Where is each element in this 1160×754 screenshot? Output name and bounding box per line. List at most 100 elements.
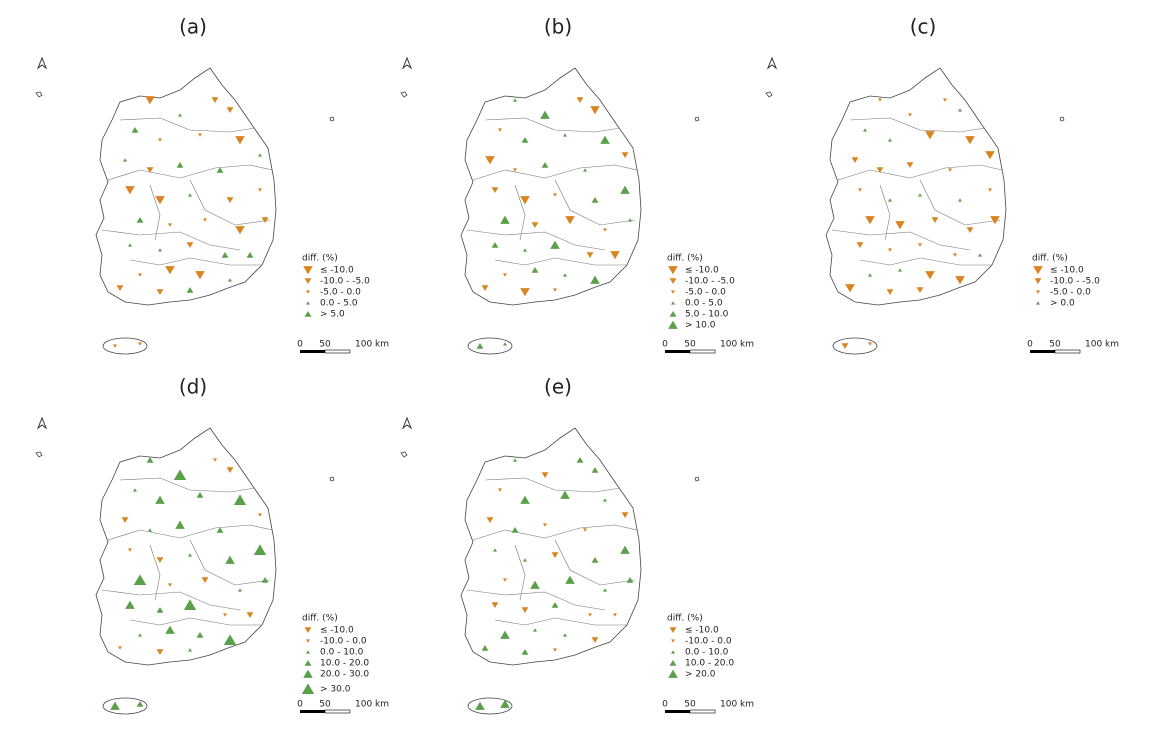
scale-label: 100 km — [720, 340, 754, 350]
scale-bar — [300, 350, 325, 353]
station-marker — [226, 197, 234, 204]
map-outline — [765, 57, 1065, 355]
station-marker — [235, 136, 245, 145]
legend-label: -10.0 - 0.0 — [320, 637, 367, 647]
station-marker — [155, 196, 165, 205]
legend-label: -5.0 - 0.0 — [320, 288, 361, 298]
legend-symbol — [668, 320, 678, 329]
station-marker — [520, 196, 530, 205]
station-marker — [988, 188, 992, 192]
station-marker — [138, 342, 142, 346]
scale-bar — [665, 710, 690, 713]
legend-label: -10.0 - -5.0 — [320, 277, 370, 287]
legend-symbol — [304, 310, 312, 317]
station-marker — [176, 161, 184, 168]
legend-label: -10.0 - -5.0 — [685, 277, 735, 287]
station-marker — [953, 253, 957, 257]
station-marker — [590, 106, 600, 115]
station-marker — [258, 513, 262, 517]
station-marker — [553, 288, 557, 292]
station-marker — [233, 494, 247, 505]
station-marker — [856, 242, 864, 249]
station-marker — [610, 251, 620, 260]
map-panel: diff. (%) ≤ -10.0-10.0 - -5.0-5.0 - 0.0> … — [765, 57, 1119, 355]
legend-symbol — [671, 639, 675, 643]
station-marker — [168, 583, 172, 587]
legend-label: -5.0 - 0.0 — [685, 288, 726, 298]
station-marker — [146, 456, 154, 463]
station-marker — [591, 466, 599, 473]
station-marker — [258, 153, 262, 157]
station-marker — [583, 528, 587, 532]
station-marker — [201, 577, 209, 584]
legend-label: -10.0 - -5.0 — [1050, 277, 1100, 287]
station-marker — [188, 193, 192, 197]
legend-symbol — [303, 669, 313, 678]
legend-symbol — [304, 627, 312, 634]
panel-label: (a) — [179, 15, 207, 39]
station-marker — [628, 218, 632, 222]
station-marker — [621, 512, 629, 519]
station-marker — [246, 612, 254, 619]
station-marker — [133, 574, 147, 585]
station-marker — [513, 98, 517, 102]
station-marker — [148, 528, 152, 532]
station-marker — [475, 701, 485, 710]
station-marker — [886, 289, 894, 296]
legend-symbol — [306, 290, 310, 294]
station-marker — [521, 648, 529, 655]
legend-label: ≤ -10.0 — [685, 266, 719, 276]
station-marker — [521, 607, 529, 614]
station-marker — [196, 631, 204, 638]
legend-symbol — [306, 639, 310, 643]
station-marker — [226, 107, 234, 114]
station-marker — [898, 268, 902, 272]
station-marker — [576, 97, 584, 104]
map-outline — [400, 57, 700, 355]
station-marker — [958, 198, 962, 202]
map-panel: diff. (%) ≤ -10.0-10.0 - 0.00.0 - 10.010.… — [35, 417, 389, 715]
scale-label: 0 — [662, 340, 668, 350]
scale-bar — [689, 349, 716, 354]
station-marker — [583, 168, 587, 172]
station-marker — [878, 98, 882, 102]
station-marker — [918, 243, 922, 247]
legend-label: 0.0 - 5.0 — [320, 299, 358, 309]
legend-label: 0.0 - 10.0 — [320, 648, 364, 658]
legend-label: ≤ -10.0 — [320, 266, 354, 276]
station-marker — [895, 221, 905, 230]
station-marker — [186, 286, 194, 293]
station-marker — [541, 161, 549, 168]
station-marker — [481, 285, 489, 292]
scale-label: 0 — [1027, 340, 1033, 350]
legend-label: -10.0 - 0.0 — [685, 637, 732, 647]
station-marker — [958, 108, 962, 112]
station-marker — [841, 343, 849, 350]
station-marker — [156, 289, 164, 296]
station-marker — [553, 193, 557, 197]
station-marker — [158, 138, 162, 142]
station-marker — [188, 648, 192, 652]
legend-label: ≤ -10.0 — [1050, 266, 1084, 276]
station-marker — [521, 136, 529, 143]
legend-label: > 30.0 — [320, 685, 351, 695]
station-marker — [493, 548, 497, 552]
panel-label: (d) — [179, 375, 207, 399]
station-marker — [500, 215, 510, 224]
station-marker — [223, 613, 227, 617]
legend-label: 20.0 - 30.0 — [320, 670, 369, 680]
scale-label: 100 km — [720, 700, 754, 710]
station-marker — [128, 243, 132, 247]
station-marker — [620, 545, 630, 554]
map-panel: diff. (%) ≤ -10.0-10.0 - 0.00.0 - 10.010.… — [400, 417, 754, 715]
station-marker — [146, 167, 154, 174]
legend-label: > 0.0 — [1050, 299, 1075, 309]
scale-label: 0 — [662, 700, 668, 710]
station-marker — [165, 625, 175, 634]
station-marker — [943, 98, 947, 102]
legend-symbol — [671, 301, 675, 305]
station-marker — [500, 630, 510, 639]
station-marker — [476, 342, 484, 349]
station-marker — [491, 241, 499, 248]
station-marker — [868, 342, 872, 346]
